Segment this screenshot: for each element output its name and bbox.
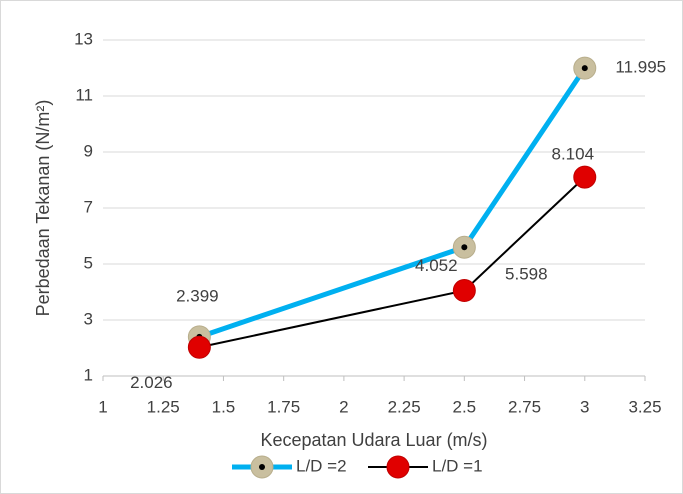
x-tick-label: 3.25 — [628, 397, 661, 416]
y-tick-label: 9 — [84, 141, 93, 160]
x-tick-label: 2.75 — [508, 397, 541, 416]
legend-label: L/D =1 — [432, 456, 483, 475]
marker — [452, 279, 476, 303]
data-label: 5.598 — [505, 265, 548, 284]
legend-label: L/D =2 — [296, 456, 347, 475]
y-tick-label: 13 — [74, 29, 93, 48]
x-tick-label: 2.5 — [453, 397, 477, 416]
data-label: 4.052 — [415, 256, 458, 275]
data-label: 11.995 — [615, 58, 666, 77]
y-tick-label: 3 — [84, 309, 93, 328]
x-axis-label: Kecepatan Udara Luar (m/s) — [260, 430, 487, 450]
y-axis-label: Perbedaan Tekanan (N/m²) — [33, 100, 53, 317]
x-tick-label: 1.5 — [212, 397, 236, 416]
marker-dot — [461, 244, 468, 251]
marker — [187, 335, 211, 359]
x-tick-label: 1 — [98, 397, 107, 416]
y-tick-label: 5 — [84, 253, 93, 272]
y-tick-label: 1 — [84, 365, 93, 384]
marker-dot — [581, 65, 588, 72]
marker — [386, 455, 410, 479]
data-label: 8.104 — [552, 145, 595, 164]
x-tick-label: 1.75 — [267, 397, 300, 416]
y-tick-label: 7 — [84, 197, 93, 216]
marker — [573, 165, 597, 189]
x-tick-label: 3 — [580, 397, 589, 416]
data-label: 2.399 — [176, 286, 219, 305]
y-tick-label: 11 — [75, 85, 93, 104]
x-tick-label: 1.25 — [147, 397, 180, 416]
marker-dot — [259, 464, 265, 470]
x-tick-label: 2 — [339, 397, 348, 416]
data-label: 2.026 — [130, 373, 173, 392]
x-tick-label: 2.25 — [388, 397, 421, 416]
